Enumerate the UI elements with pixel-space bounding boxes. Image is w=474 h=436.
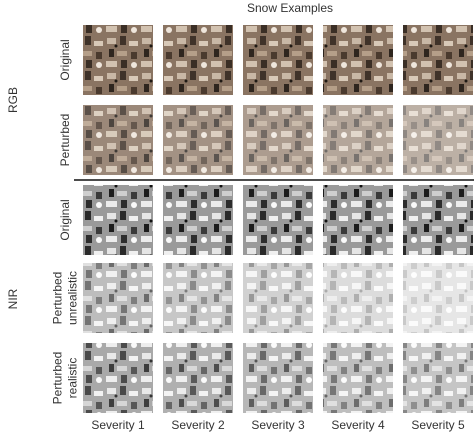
snow-overlay (83, 343, 153, 413)
snow-overlay (243, 263, 313, 333)
figure-title: Snow Examples (247, 1, 333, 15)
snow-overlay (403, 343, 473, 413)
snow-overlay (163, 343, 233, 413)
image-tile (403, 185, 473, 255)
row-label-line: unrealistic (66, 271, 80, 325)
row-label: Perturbedrealistic (51, 352, 80, 405)
image-tile (83, 185, 153, 255)
row-label-line: realistic (66, 358, 80, 399)
image-tile (163, 105, 233, 175)
snow-overlay (243, 343, 313, 413)
image-tile (83, 263, 153, 333)
image-tile (403, 25, 473, 95)
image-tile (323, 343, 393, 413)
image-tile (243, 105, 313, 175)
row-label: Original (58, 39, 72, 80)
column-label: Severity 2 (171, 418, 225, 432)
image-tile (243, 185, 313, 255)
image-tile (163, 343, 233, 413)
image-tile (83, 343, 153, 413)
snow-overlay (243, 105, 313, 175)
image-tile (163, 185, 233, 255)
image-tile (83, 105, 153, 175)
image-tile (403, 343, 473, 413)
image-tile (323, 185, 393, 255)
image-tile (163, 263, 233, 333)
snow-overlay (323, 105, 393, 175)
image-tile (83, 25, 153, 95)
row-label-line: Perturbed (51, 352, 65, 405)
image-tile (243, 25, 313, 95)
row-label: Original (58, 199, 72, 240)
column-label: Severity 5 (411, 418, 465, 432)
image-tile (323, 105, 393, 175)
snow-overlay (403, 105, 473, 175)
snow-overlay (163, 263, 233, 333)
column-label: Severity 1 (91, 418, 145, 432)
row-label-line: Original (58, 39, 72, 80)
snow-overlay (163, 105, 233, 175)
group-label: RGB (6, 87, 20, 113)
row-label: Perturbed (58, 114, 72, 167)
row-label: Perturbedunrealistic (51, 271, 80, 325)
image-tile (403, 105, 473, 175)
column-label: Severity 3 (251, 418, 305, 432)
image-tile (163, 25, 233, 95)
image-tile (323, 25, 393, 95)
column-label: Severity 4 (331, 418, 385, 432)
snow-overlay (403, 263, 473, 333)
row-label-line: Perturbed (58, 114, 72, 167)
snow-overlay (323, 263, 393, 333)
snow-overlay (83, 105, 153, 175)
row-label-line: Perturbed (51, 272, 65, 325)
snow-overlay (83, 263, 153, 333)
group-label: NIR (6, 288, 20, 309)
image-tile (243, 343, 313, 413)
row-label-line: Original (58, 199, 72, 240)
snow-overlay (323, 343, 393, 413)
